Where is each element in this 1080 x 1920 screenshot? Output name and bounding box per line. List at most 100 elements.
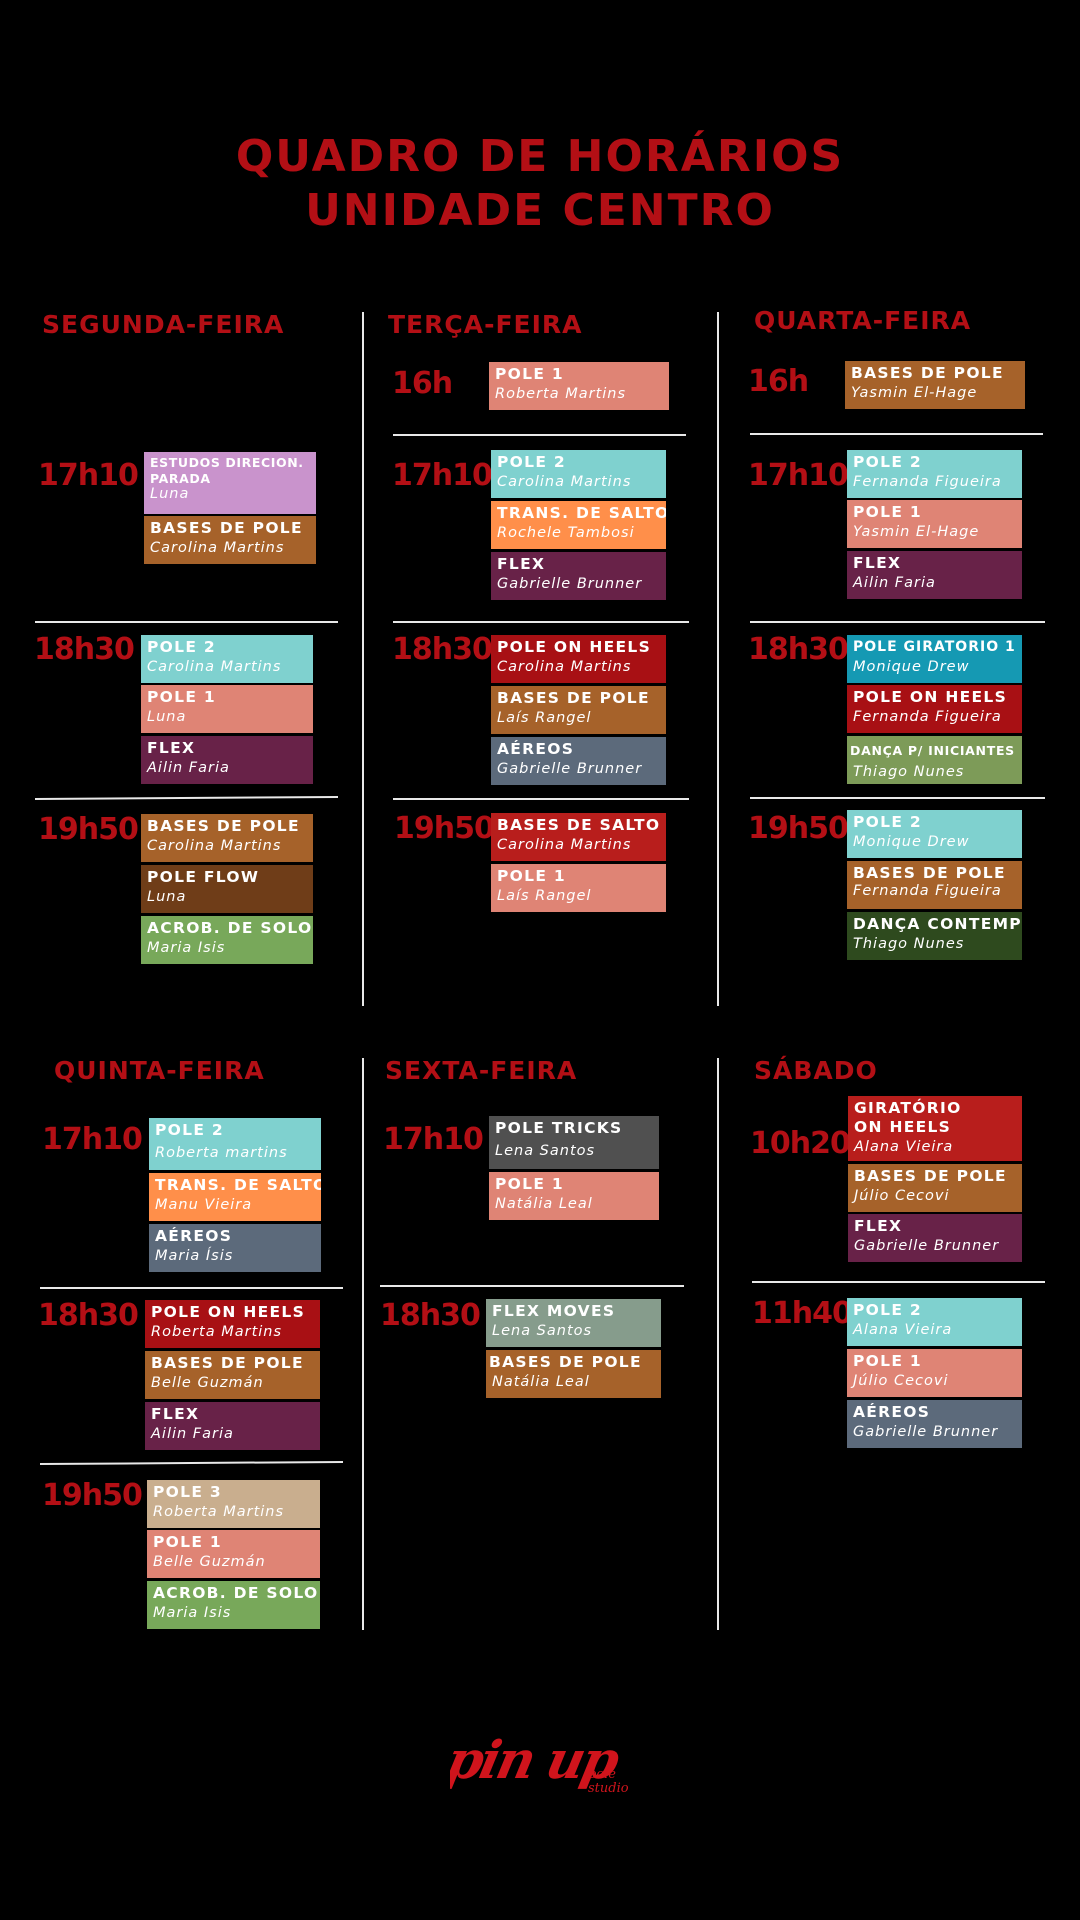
time-label: 18h30 [34, 632, 135, 667]
class-name: DANÇA CONTEMP [853, 915, 1022, 933]
class-name: POLE 1 [147, 688, 216, 706]
time-label: 19h50 [42, 1478, 143, 1513]
class-name: BASES DE POLE [147, 817, 300, 835]
class-name: BASES DE POLE [151, 1354, 304, 1372]
class-card: BASES DE POLE Yasmin El-Hage [845, 361, 1025, 409]
class-card: POLE 2 Carolina Martins [491, 450, 666, 498]
class-name: FLEX [497, 555, 546, 573]
day-heading-sabado: SÁBADO [754, 1056, 878, 1085]
class-card: POLE 2 Roberta martins [149, 1118, 321, 1170]
class-name: AÉREOS [497, 740, 575, 758]
class-teacher: Alana Vieira [853, 1322, 953, 1338]
class-card: BASES DE POLE Natália Leal [486, 1350, 661, 1398]
time-label: 19h50 [394, 811, 495, 846]
class-card: POLE 1 Belle Guzmán [147, 1530, 320, 1578]
class-name: POLE 1 [153, 1533, 222, 1551]
time-label: 17h10 [42, 1122, 143, 1157]
pinup-pole-studio-logo: pin up pole studio [450, 1731, 629, 1796]
class-card: POLE 1 Roberta Martins [489, 362, 669, 410]
class-card: BASES DE POLE Belle Guzmán [145, 1351, 320, 1399]
class-card: POLE FLOW Luna [141, 865, 313, 913]
class-teacher: Carolina Martins [147, 659, 282, 675]
class-name: ACROB. DE SOLO [147, 919, 313, 937]
class-teacher: Yasmin El-Hage [853, 524, 980, 540]
class-teacher: Roberta Martins [495, 386, 627, 402]
class-card: TRANS. DE SALTO Manu Vieira [149, 1173, 321, 1221]
class-card: AÉREOS Maria Ísis [149, 1224, 321, 1272]
class-name: BASES DE POLE [851, 364, 1004, 382]
class-name: POLE 2 [147, 638, 216, 656]
class-teacher: Yasmin El-Hage [851, 385, 978, 401]
class-teacher: Luna [147, 889, 187, 905]
class-name: BASES DE POLE [150, 519, 303, 537]
time-label: 17h10 [748, 458, 849, 493]
class-teacher: Laís Rangel [497, 710, 592, 726]
row-divider [35, 621, 338, 623]
class-teacher: Maria Isis [153, 1605, 232, 1621]
class-card: POLE ON HEELS Carolina Martins [491, 635, 666, 683]
time-label: 18h30 [380, 1298, 481, 1333]
class-name: POLE 2 [497, 453, 566, 471]
class-card: GIRATÓRIO ON HEELS Alana Vieira [848, 1096, 1022, 1161]
class-name: POLE 3 [153, 1483, 222, 1501]
class-name: POLE 1 [495, 365, 564, 383]
class-teacher: Gabrielle Brunner [497, 761, 643, 777]
class-name: BASES DE POLE [854, 1167, 1007, 1185]
time-label: 17h10 [38, 458, 139, 493]
class-teacher: Carolina Martins [147, 838, 282, 854]
class-card: BASES DE SALTO Carolina Martins [491, 813, 666, 861]
class-card: FLEX Ailin Faria [145, 1402, 320, 1450]
class-name: FLEX [854, 1217, 903, 1235]
time-label: 10h20 [750, 1126, 851, 1161]
row-divider [40, 1287, 343, 1289]
class-name: FLEX [151, 1405, 200, 1423]
class-teacher: Roberta Martins [151, 1324, 283, 1340]
row-divider [380, 1285, 684, 1287]
row-divider [393, 621, 689, 623]
class-teacher: Belle Guzmán [153, 1554, 266, 1570]
class-name: FLEX MOVES [492, 1302, 616, 1320]
time-label: 16h [748, 364, 809, 399]
time-label: 19h50 [38, 812, 139, 847]
class-name: POLE FLOW [147, 868, 260, 886]
class-name: DANÇA P/ INICIANTES [850, 743, 1015, 758]
class-teacher: Monique Drew [853, 834, 970, 850]
class-card: FLEX MOVES Lena Santos [486, 1299, 661, 1347]
time-label: 18h30 [38, 1298, 139, 1333]
class-teacher: Gabrielle Brunner [497, 576, 643, 592]
day-heading-sexta: SEXTA-FEIRA [385, 1056, 578, 1085]
class-name: AÉREOS [853, 1403, 931, 1421]
class-name: POLE 2 [853, 453, 922, 471]
class-card: POLE GIRATORIO 1 Monique Drew [847, 635, 1022, 683]
logo-brand: pin up [450, 1731, 625, 1791]
time-label: 19h50 [748, 811, 849, 846]
class-teacher: Rochele Tambosi [497, 525, 635, 541]
class-name: POLE ON HEELS [853, 688, 1008, 706]
class-teacher: Thiago Nunes [853, 936, 965, 952]
class-teacher: Ailin Faria [151, 1426, 234, 1442]
day-heading-quarta: QUARTA-FEIRA [754, 306, 972, 335]
class-card: POLE 1 Luna [141, 685, 313, 733]
class-teacher: Ailin Faria [853, 575, 936, 591]
page-title-line2: UNIDADE CENTRO [305, 185, 775, 236]
class-name: POLE 1 [853, 1352, 922, 1370]
class-teacher: Manu Vieira [155, 1197, 253, 1213]
day-heading-segunda: SEGUNDA-FEIRA [42, 310, 285, 339]
class-card: POLE 1 Laís Rangel [491, 864, 666, 912]
row-divider [750, 621, 1045, 623]
class-card: FLEX Ailin Faria [847, 551, 1022, 599]
class-name: POLE ON HEELS [151, 1303, 306, 1321]
class-teacher: Fernanda Figueira [853, 709, 1002, 725]
day-heading-terca: TERÇA-FEIRA [388, 310, 583, 339]
column-divider [717, 312, 719, 1006]
class-card: POLE ON HEELS Roberta Martins [145, 1300, 320, 1348]
class-card: POLE 3 Roberta Martins [147, 1480, 320, 1528]
class-name: POLE ON HEELS [497, 638, 652, 656]
class-name: POLE 2 [853, 1301, 922, 1319]
row-divider [752, 1281, 1045, 1283]
column-divider [362, 1058, 364, 1630]
class-name: POLE 2 [853, 813, 922, 831]
class-teacher: Lena Santos [492, 1323, 593, 1339]
column-divider [717, 1058, 719, 1630]
class-teacher: Thiago Nunes [853, 764, 965, 780]
